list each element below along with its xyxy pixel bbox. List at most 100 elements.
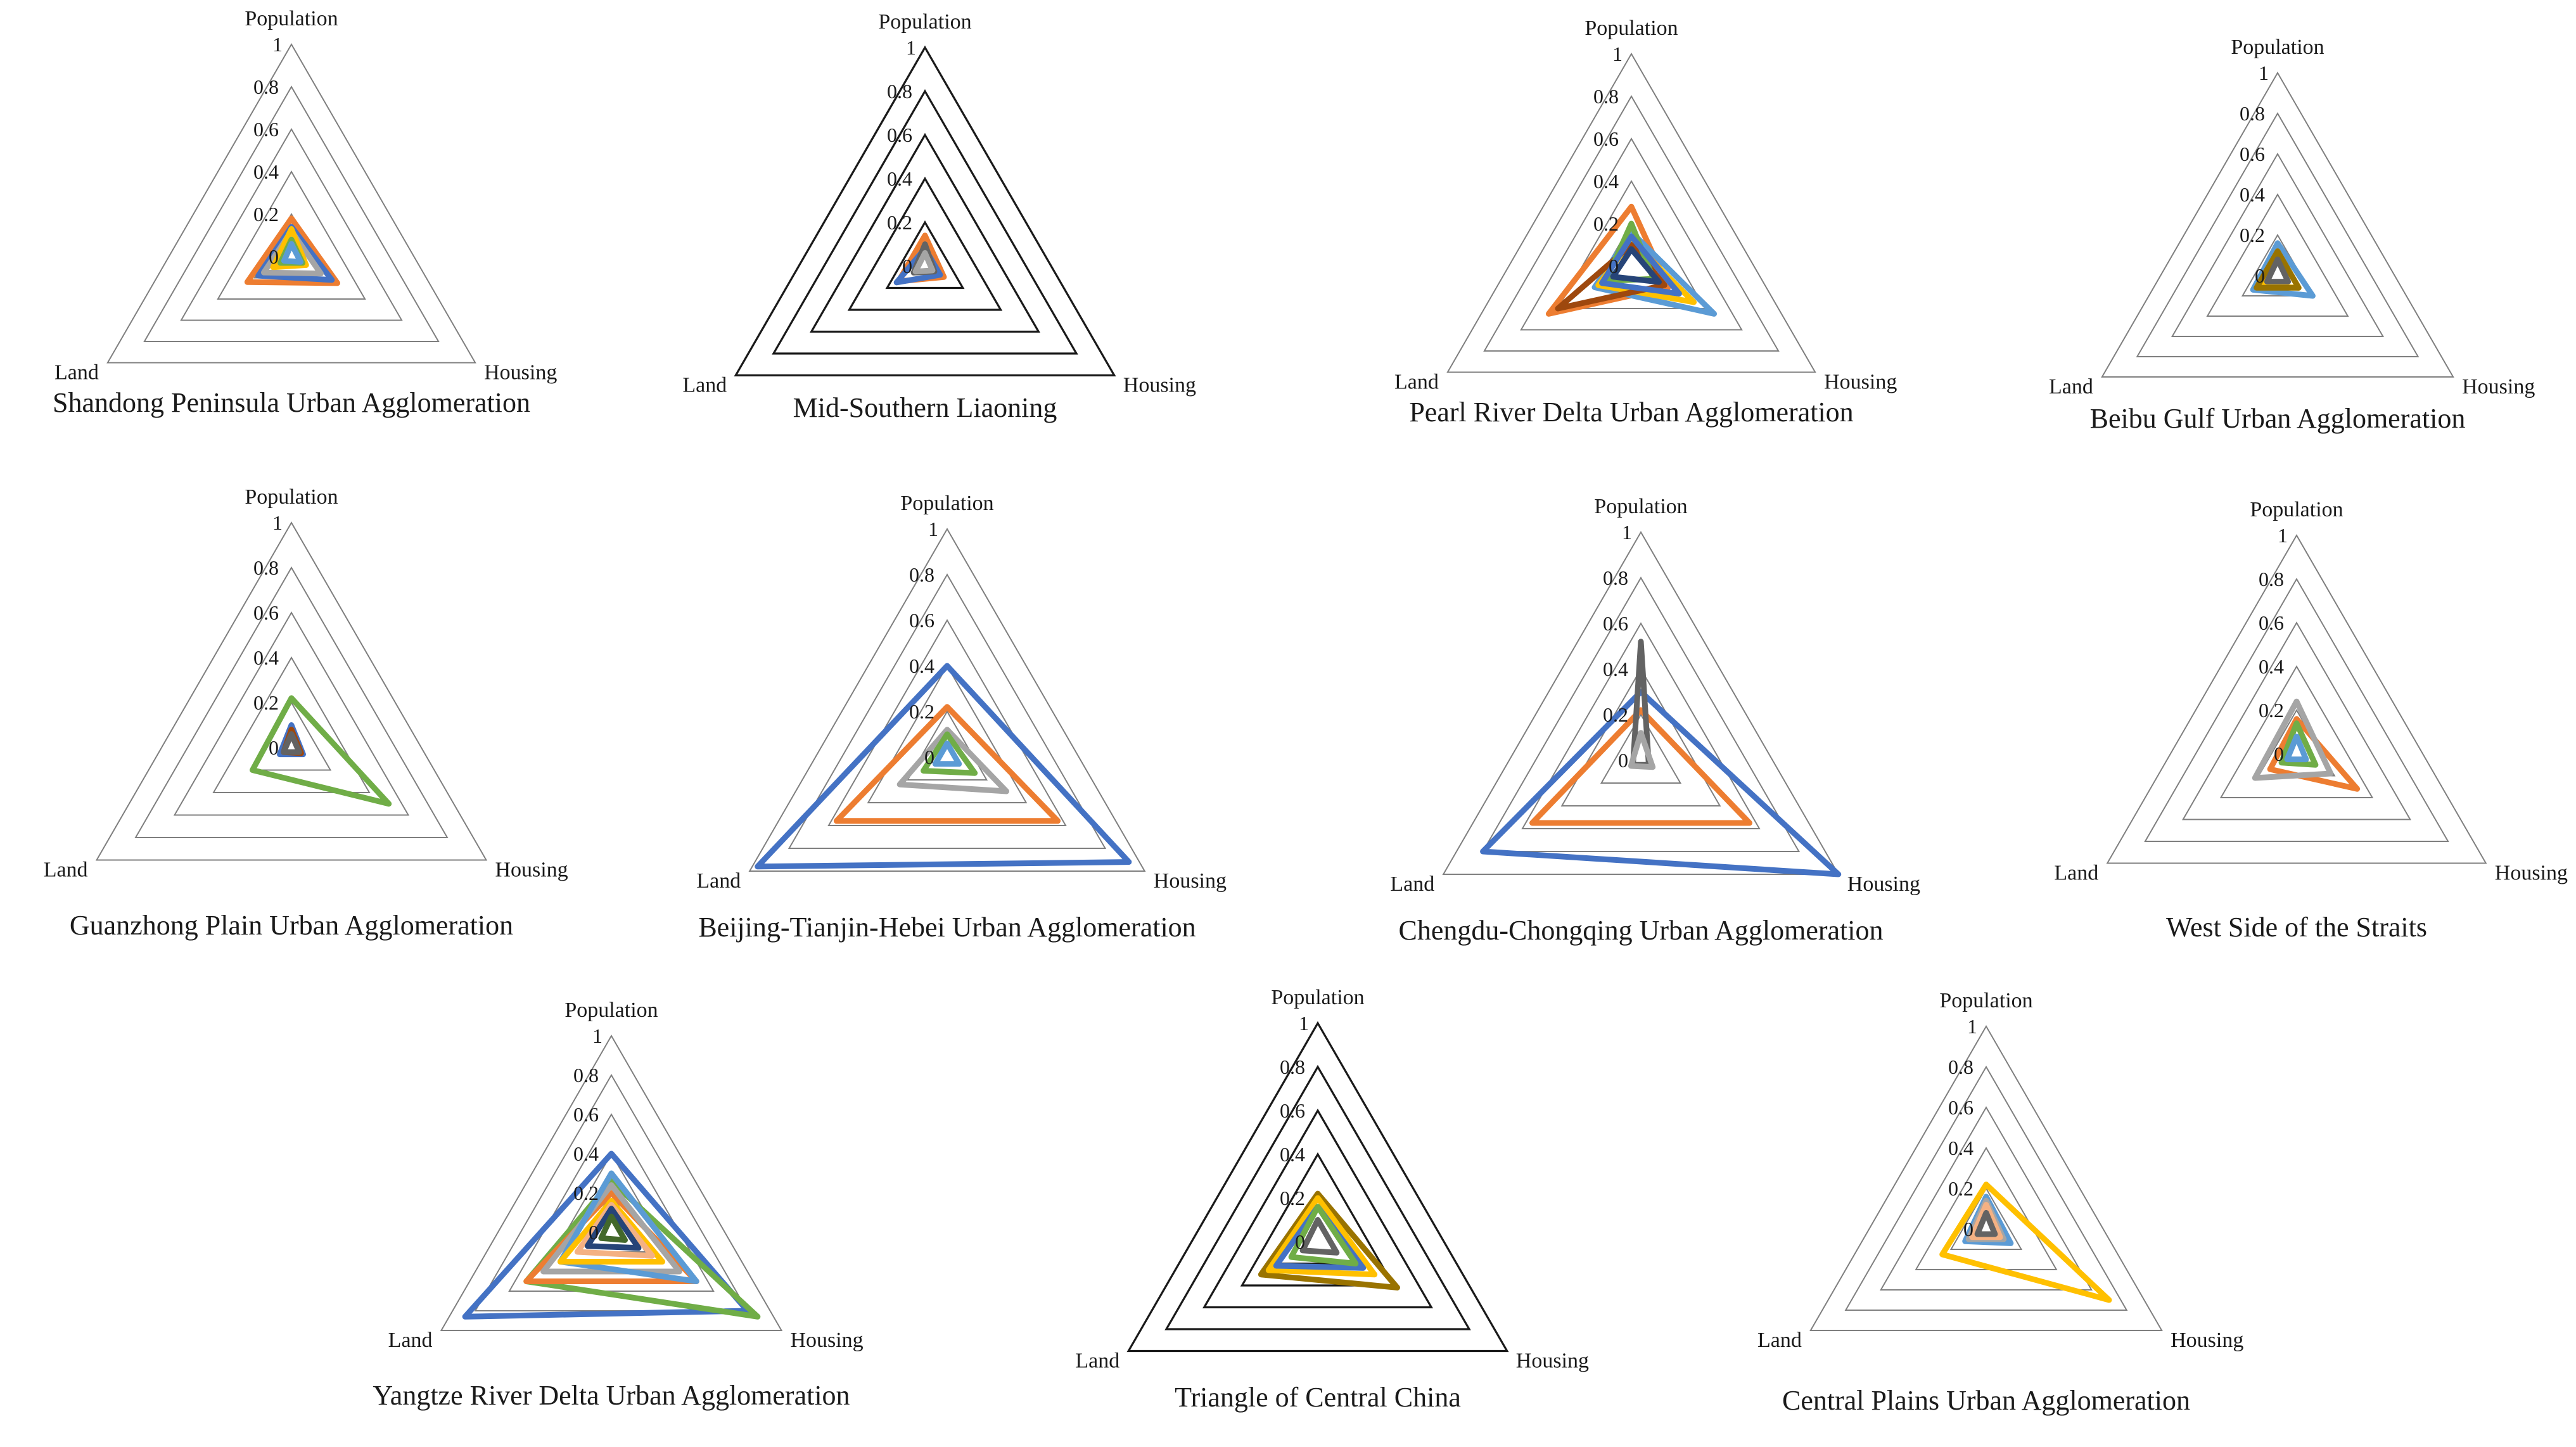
- tick-label: 0.6: [1948, 1096, 1973, 1119]
- tick-label: 0.2: [2240, 224, 2265, 246]
- tick-label: 0: [902, 255, 912, 277]
- chart-title: Shandong Peninsula Urban Agglomeration: [53, 387, 530, 418]
- grid-ring: [1446, 52, 1816, 373]
- tick-label: 1: [1622, 521, 1632, 544]
- series-polygon-3: [2278, 720, 2319, 768]
- grid-ring: [1240, 1152, 1396, 1287]
- tick-label: 1: [928, 518, 938, 540]
- series-polygon-2: [1265, 1195, 1378, 1278]
- grid-ring: [2219, 665, 2374, 798]
- chart-title: Central Plains Urban Agglomeration: [1782, 1385, 2190, 1416]
- chart-title: Yangtze River Delta Urban Agglomeration: [373, 1380, 850, 1411]
- tick-label: 1: [2259, 61, 2269, 84]
- axis-label-population: Population: [564, 998, 658, 1022]
- grid-ring: [2101, 72, 2454, 378]
- chart-title: Mid-Southern Liaoning: [793, 392, 1057, 423]
- grid-ring: [217, 170, 366, 300]
- series-polygon-4: [1288, 1204, 1359, 1266]
- series-polygon-2: [2252, 698, 2334, 781]
- series-polygon-5: [1299, 1217, 1340, 1256]
- series-polygon-4: [2264, 256, 2292, 285]
- grid-ring: [2106, 534, 2487, 864]
- tick-label: 1: [2278, 524, 2288, 547]
- tick-label: 0: [2255, 264, 2265, 287]
- axis-label-population: Population: [878, 10, 971, 34]
- tick-label: 0.4: [2240, 183, 2265, 206]
- grid-ring: [1126, 1021, 1509, 1353]
- series-polygon-1: [1480, 689, 1842, 877]
- axis-label-population: Population: [1271, 986, 1364, 1009]
- grid-ring: [1809, 1025, 2163, 1331]
- grid-ring: [1844, 1065, 2128, 1311]
- tick-label: 1: [1612, 42, 1623, 65]
- chart-title: Chengdu-Chongqing Urban Agglomeration: [1398, 915, 1883, 946]
- radar-chart-shandong-peninsula-urban-agglomeration: 0 0.2 0.4 0.6 0.8 1 Population Housing LandShand…: [53, 7, 557, 418]
- series-polygon-6: [1599, 233, 1682, 297]
- tick-label: 0.4: [2259, 655, 2284, 678]
- axis-label-population: Population: [900, 492, 993, 515]
- grid-ring: [772, 89, 1078, 355]
- series-polygon-2: [1529, 707, 1752, 826]
- axis-label-population: Population: [245, 485, 338, 509]
- tick-label: 0.6: [1280, 1099, 1305, 1122]
- tick-label: 0.8: [1948, 1055, 1973, 1078]
- tick-label: 1: [906, 36, 916, 59]
- axis-label-housing: Housing: [790, 1329, 863, 1352]
- grid-ring: [827, 619, 1067, 826]
- grid-ring: [143, 85, 440, 342]
- series-polygon-1: [755, 663, 1132, 870]
- tick-label: 0.2: [253, 203, 279, 226]
- grid-ring: [1949, 1187, 2023, 1250]
- tick-label: 0.6: [2240, 143, 2265, 165]
- axis-label-housing: Housing: [495, 858, 568, 882]
- chart-title: Triangle of Central China: [1175, 1382, 1461, 1413]
- grid-ring: [2206, 193, 2349, 317]
- axis-label-land: Land: [54, 361, 99, 385]
- tick-label: 0.6: [573, 1103, 599, 1126]
- axis-label-land: Land: [2049, 375, 2093, 398]
- series-polygon-4: [2284, 733, 2309, 763]
- series-polygon-3: [896, 727, 1010, 794]
- tick-label: 0.6: [2259, 611, 2284, 634]
- grid-ring: [734, 45, 1116, 377]
- series-polygon-1: [250, 695, 392, 807]
- grid-ring: [508, 1112, 715, 1292]
- grid-ring: [180, 127, 403, 321]
- chart-title: Beijing-Tianjin-Hebei Urban Agglomeratio…: [698, 912, 1196, 943]
- series-polygon-2: [833, 704, 1061, 824]
- grid-ring: [440, 1035, 783, 1331]
- grid-ring: [1879, 1106, 2093, 1291]
- tick-label: 0.4: [253, 646, 279, 669]
- tick-label: 0.8: [887, 80, 912, 103]
- tick-label: 0.6: [253, 118, 279, 141]
- axis-label-land: Land: [44, 858, 88, 882]
- grid-ring: [1600, 713, 1682, 784]
- tick-label: 0.6: [1593, 127, 1619, 150]
- grid-ring: [787, 573, 1107, 849]
- axis-label-housing: Housing: [484, 361, 557, 385]
- series-polygon-5: [932, 740, 962, 767]
- axis-label-housing: Housing: [1154, 869, 1227, 893]
- grid-ring: [1481, 576, 1801, 852]
- axis-label-population: Population: [1594, 495, 1687, 518]
- axis-label-population: Population: [1584, 16, 1678, 40]
- grid-ring: [106, 43, 476, 364]
- grid-ring: [95, 521, 488, 861]
- tick-label: 0.2: [1948, 1177, 1973, 1200]
- series-polygon-1: [2250, 240, 2316, 299]
- series-polygon-1: [2267, 716, 2361, 792]
- grid-ring: [212, 656, 371, 793]
- tick-label: 0: [2274, 743, 2284, 765]
- series-polygon-7: [1610, 246, 1662, 285]
- tick-label: 0.4: [1280, 1143, 1305, 1166]
- tick-label: 0: [589, 1221, 599, 1244]
- tick-label: 1: [272, 33, 283, 56]
- series-polygon-4: [281, 731, 302, 755]
- radar-chart-chengdu-chongqing-urban-agglomeration: 0 0.2 0.4 0.6 0.8 1 Population Housing Land Cheng…: [1390, 495, 1920, 946]
- axis-label-housing: Housing: [1847, 872, 1920, 896]
